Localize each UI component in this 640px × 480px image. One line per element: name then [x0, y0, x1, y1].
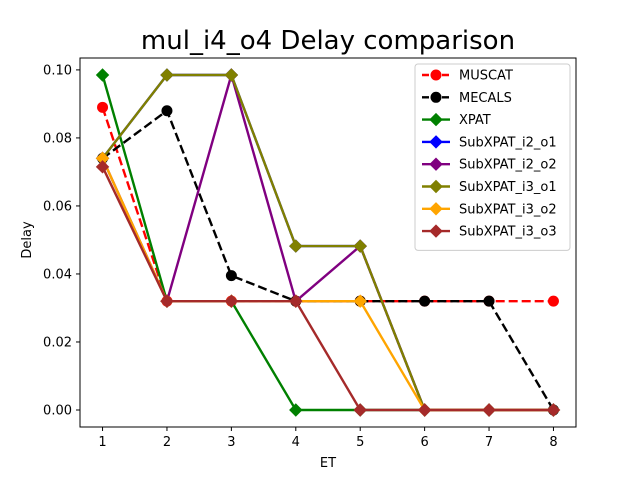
- x-tick-label: 5: [356, 435, 364, 450]
- data-point: [225, 270, 237, 282]
- legend-label: SubXPAT_i3_o2: [459, 202, 557, 217]
- data-point: [353, 294, 367, 308]
- series-SubXPAT_i3_o3: [95, 160, 561, 417]
- y-tick-label: 0.04: [43, 267, 72, 282]
- legend-entry: SubXPAT_i2_o2: [422, 157, 557, 173]
- plot-area: [95, 68, 561, 417]
- legend-entry: SubXPAT_i2_o1: [422, 135, 557, 150]
- data-point: [224, 68, 239, 82]
- y-tick-label: 0.08: [43, 131, 72, 146]
- data-point: [289, 239, 303, 253]
- series-line: [101, 166, 554, 412]
- x-tick-label: 1: [98, 435, 106, 450]
- legend-label: SubXPAT_i3_o1: [459, 180, 557, 195]
- legend-label: MUSCAT: [459, 69, 513, 84]
- plot-frame: [79, 57, 577, 428]
- legend-label: SubXPAT_i2_o1: [459, 135, 557, 150]
- data-point: [289, 403, 303, 417]
- legend-entry: SubXPAT_i3_o1: [422, 179, 557, 195]
- x-tick-label: 6: [420, 435, 428, 450]
- legend-swatch-marker: [429, 112, 443, 127]
- data-point: [419, 295, 431, 307]
- legend-swatch-marker: [429, 157, 443, 171]
- legend-entry: MECALS: [422, 91, 512, 106]
- y-axis-label: Delay: [20, 221, 35, 259]
- data-point: [353, 239, 367, 253]
- data-point: [160, 68, 174, 82]
- x-tick-label: 4: [292, 435, 300, 450]
- data-point: [417, 403, 432, 417]
- data-point: [97, 101, 109, 113]
- legend-entry: SubXPAT_i3_o2: [422, 202, 557, 217]
- legend-label: SubXPAT_i3_o3: [459, 225, 557, 240]
- x-tick-label: 8: [549, 435, 557, 450]
- legend-frame: [414, 63, 571, 251]
- data-point: [289, 294, 303, 308]
- x-axis-label: ET: [320, 456, 336, 471]
- legend-entry: MUSCAT: [422, 69, 513, 84]
- data-point: [160, 294, 174, 308]
- chart-title: mul_i4_o4 Delay comparison: [141, 26, 515, 56]
- legend-entry: XPAT: [422, 112, 491, 128]
- legend-entry: SubXPAT_i3_o3: [422, 224, 557, 240]
- legend-swatch-marker: [429, 202, 443, 216]
- x-tick-label: 2: [163, 435, 171, 450]
- legend-label: MECALS: [459, 91, 512, 106]
- axes: 1 2 3 4 5 6 7 8 0.00 0.02 0.04 0.06 0.08 0.10: [43, 57, 577, 450]
- legend-swatch-marker: [430, 91, 442, 103]
- data-point: [224, 294, 239, 308]
- y-tick-label: 0.10: [43, 63, 72, 78]
- data-point: [353, 403, 367, 417]
- data-point: [483, 295, 495, 307]
- legend-swatch-marker: [429, 224, 443, 238]
- data-point: [547, 295, 559, 307]
- y-tick-label: 0.02: [43, 335, 72, 350]
- legend-swatch-marker: [429, 179, 443, 194]
- legend-swatch-marker: [430, 69, 442, 81]
- legend-label: XPAT: [459, 113, 491, 128]
- legend-label: SubXPAT_i2_o2: [459, 158, 557, 173]
- data-point: [482, 403, 496, 417]
- x-tick-label: 3: [227, 435, 235, 450]
- data-point: [95, 68, 110, 82]
- legend: MUSCAT MECALS XPAT SubXPAT_i2_o1 SubXPAT_i2_…: [414, 63, 571, 251]
- legend-swatch-marker: [429, 135, 443, 149]
- y-tick-label: 0.06: [43, 199, 72, 214]
- y-tick-label: 0.00: [43, 403, 72, 418]
- data-point: [161, 105, 173, 117]
- data-point: [95, 160, 110, 174]
- data-point: [546, 403, 561, 417]
- x-tick-label: 7: [485, 435, 493, 450]
